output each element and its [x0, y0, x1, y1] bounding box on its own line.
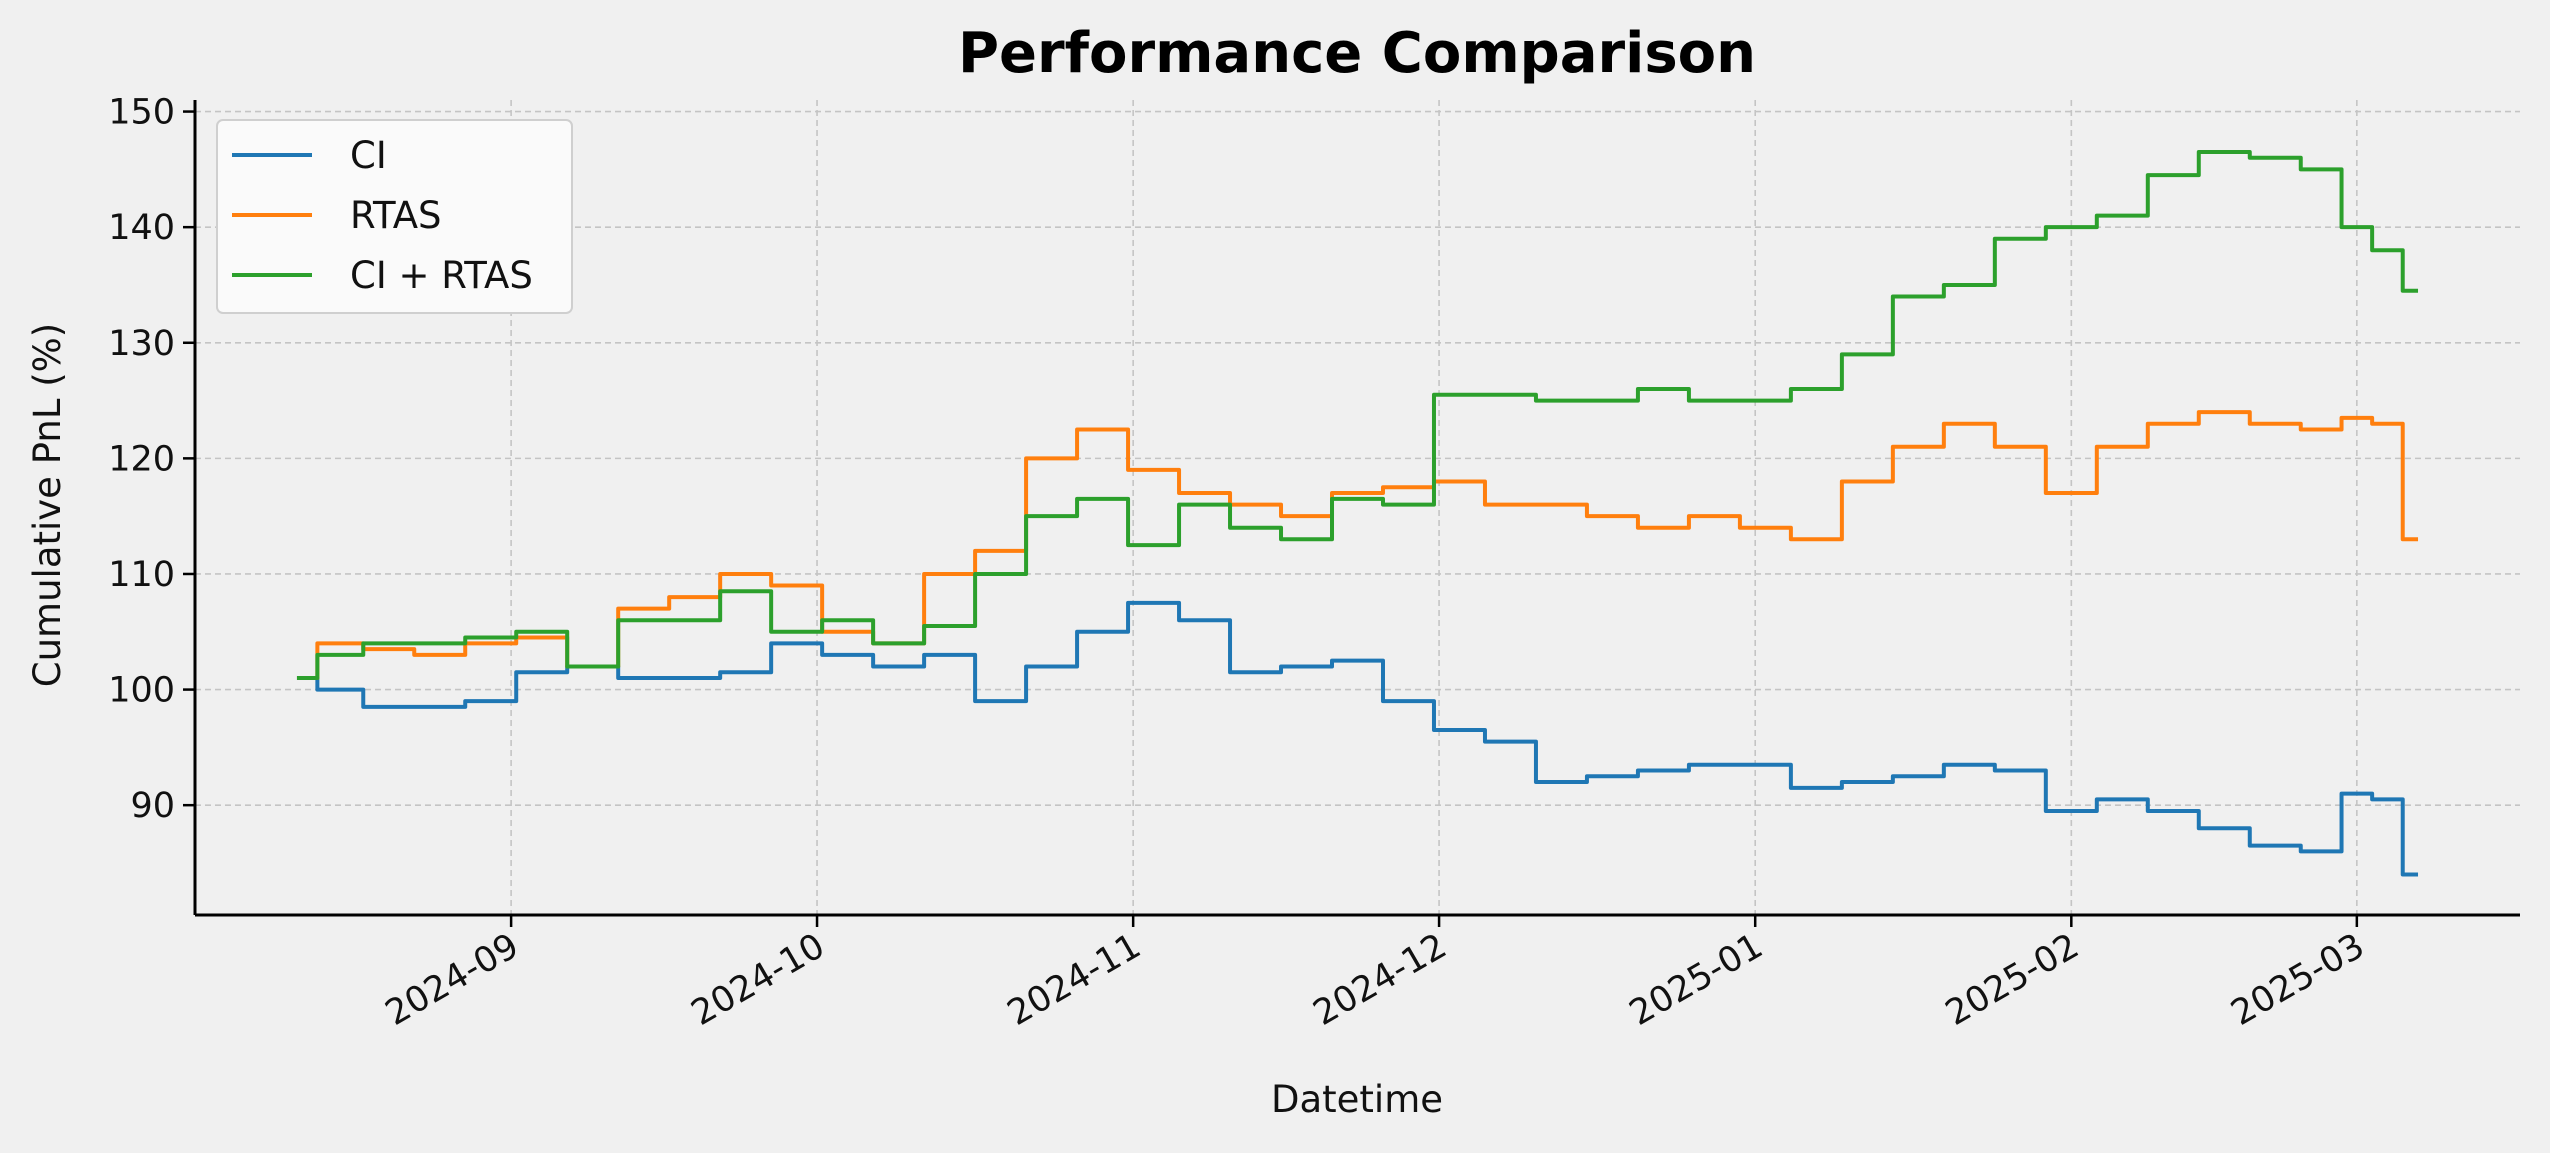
- y-axis-ticks: 90 100 110 120 130 140 150: [108, 93, 195, 826]
- y-tick-label: 130: [108, 324, 175, 364]
- y-tick-label: 150: [108, 93, 175, 133]
- legend-label: CI: [350, 134, 387, 177]
- series-group: [296, 150, 2419, 877]
- x-axis-label: Datetime: [1271, 1078, 1443, 1121]
- series-line-1: [296, 600, 2419, 877]
- legend: CI RTAS CI + RTAS: [216, 119, 573, 314]
- x-tick-label: 2025-01: [1623, 926, 1770, 1034]
- y-axis-label: Cumulative PnL (%): [26, 323, 69, 687]
- y-tick-label: 140: [108, 208, 175, 248]
- y-tick-label: 110: [108, 555, 175, 595]
- legend-label: CI + RTAS: [350, 254, 533, 297]
- y-tick-label: 90: [130, 786, 175, 826]
- series-line-2: [296, 410, 2419, 681]
- y-tick-label: 120: [108, 439, 175, 479]
- x-axis-ticks: 2024-09 2024-10 2024-11 2024-12 2025-01 2025-…: [379, 915, 2371, 1034]
- x-tick-label: 2024-09: [379, 926, 526, 1034]
- legend-box: [216, 119, 573, 314]
- x-tick-label: 2024-10: [685, 926, 832, 1034]
- y-tick-label: 100: [108, 671, 175, 711]
- x-tick-label: 2024-11: [1001, 926, 1148, 1034]
- chart-title: Performance Comparison: [958, 21, 1756, 86]
- legend-label: RTAS: [350, 194, 442, 237]
- axes: [193, 100, 2520, 917]
- grid: [195, 100, 2520, 915]
- series-line-3: [296, 150, 2419, 681]
- x-tick-label: 2025-03: [2225, 926, 2372, 1034]
- x-tick-label: 2025-02: [1939, 926, 2086, 1034]
- x-tick-label: 2024-12: [1307, 926, 1454, 1034]
